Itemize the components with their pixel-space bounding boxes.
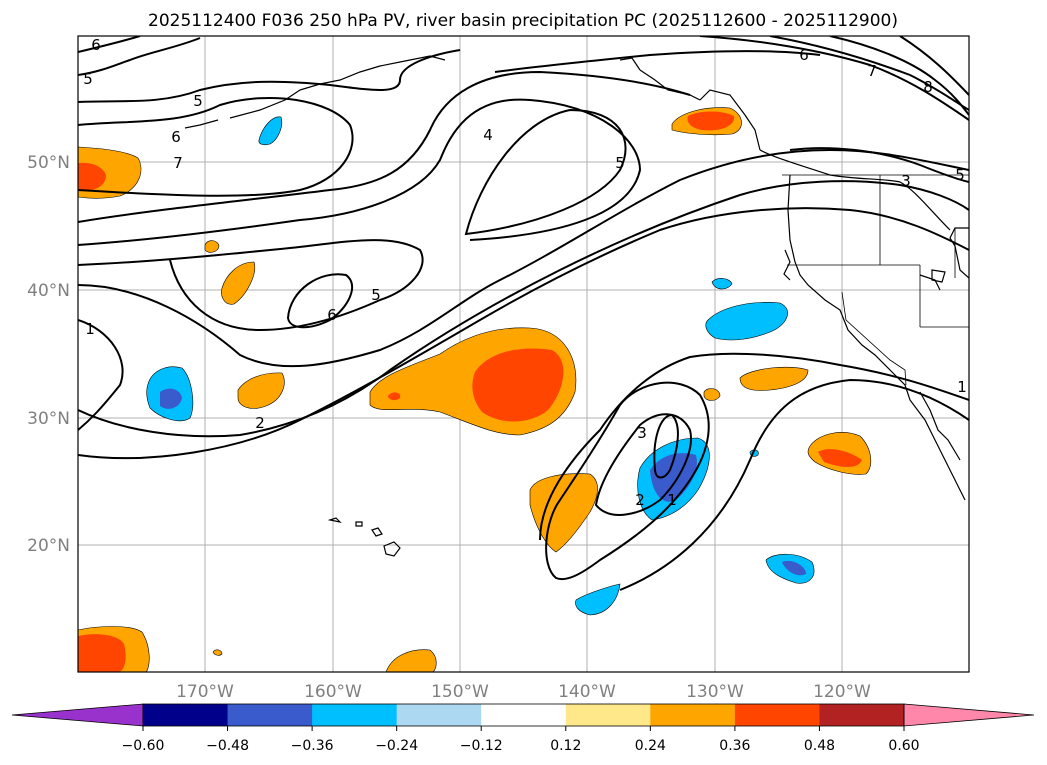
contour-label: 3 xyxy=(901,172,911,190)
colorbar-extend-max xyxy=(903,703,1035,727)
colorbar-tick-label: −0.24 xyxy=(375,738,418,754)
colorbar-extend-min xyxy=(11,703,144,727)
contour-label: 5 xyxy=(83,70,93,88)
pv-contours xyxy=(78,36,969,591)
contour-label: 2 xyxy=(635,491,645,509)
contour-label: 6 xyxy=(327,306,337,324)
colorbar-segment xyxy=(396,704,482,726)
contour-label: 7 xyxy=(867,62,877,80)
colorbar-segment xyxy=(227,704,313,726)
colorbar-segment xyxy=(734,704,820,726)
contour-label: 1 xyxy=(85,320,95,338)
longitude-labels: 170°W 160°W 150°W 140°W 130°W 120°W xyxy=(176,682,871,702)
colorbar-tick-label: 0.48 xyxy=(804,738,835,754)
contour-label: 2 xyxy=(255,414,265,432)
colorbar-tick-label: 0.24 xyxy=(635,738,666,754)
colorbar: −0.60 −0.48 −0.36 −0.24 −0.12 0.12 0.24 0.36 0.4… xyxy=(11,703,1035,754)
contour-label: 7 xyxy=(173,154,183,172)
colorbar-segment xyxy=(481,704,567,726)
colorbar-tick-label: 0.12 xyxy=(550,738,581,754)
lat-label: 50°N xyxy=(27,153,70,173)
colorbar-tick-label: −0.36 xyxy=(291,738,334,754)
coastlines xyxy=(184,55,969,557)
contour-label: 6 xyxy=(171,128,181,146)
colorbar-segment xyxy=(312,704,398,726)
lon-label: 140°W xyxy=(558,682,616,702)
contour-label: 5 xyxy=(615,154,625,172)
contour-label: 4 xyxy=(483,126,493,144)
political-borders xyxy=(782,174,969,386)
precip-shading xyxy=(78,107,872,672)
contour-label: 6 xyxy=(91,36,101,54)
colorbar-outline xyxy=(142,703,905,727)
colorbar-tick-label: −0.12 xyxy=(460,738,503,754)
contour-label: 5 xyxy=(955,166,965,184)
colorbar-segment xyxy=(565,704,651,726)
colorbar-tick-label: 0.36 xyxy=(719,738,750,754)
contour-label: 1 xyxy=(667,491,677,509)
colorbar-segment xyxy=(819,704,905,726)
colorbar-tick-label: −0.48 xyxy=(206,738,249,754)
contour-label: 8 xyxy=(923,78,933,96)
map-frame xyxy=(77,35,970,673)
colorbar-tick-label: −0.60 xyxy=(122,738,165,754)
colorbar-tick-label: 0.60 xyxy=(888,738,919,754)
map-title: 2025112400 F036 250 hPa PV, river basin … xyxy=(148,11,898,31)
lon-label: 130°W xyxy=(686,682,744,702)
map-area: 6 5 5 6 7 4 5 6 7 8 5 3 6 5 1 2 3 2 1 1 xyxy=(78,36,969,672)
lon-label: 150°W xyxy=(431,682,489,702)
contour-label: 5 xyxy=(193,92,203,110)
colorbar-segment xyxy=(650,704,736,726)
contour-label: 1 xyxy=(957,378,967,396)
lon-label: 160°W xyxy=(304,682,362,702)
lat-label: 40°N xyxy=(27,281,70,301)
lat-label: 30°N xyxy=(27,409,70,429)
colorbar-segment xyxy=(143,704,229,726)
contour-label: 3 xyxy=(637,424,647,442)
contour-label: 5 xyxy=(371,286,381,304)
latitude-labels: 50°N 40°N 30°N 20°N xyxy=(27,153,70,556)
contour-label: 6 xyxy=(799,46,809,64)
lon-label: 170°W xyxy=(176,682,234,702)
contour-label-group: 6 5 5 6 7 4 5 6 7 8 5 3 6 5 1 2 3 2 1 1 xyxy=(83,36,967,509)
lon-label: 120°W xyxy=(813,682,871,702)
lat-label: 20°N xyxy=(27,536,70,556)
